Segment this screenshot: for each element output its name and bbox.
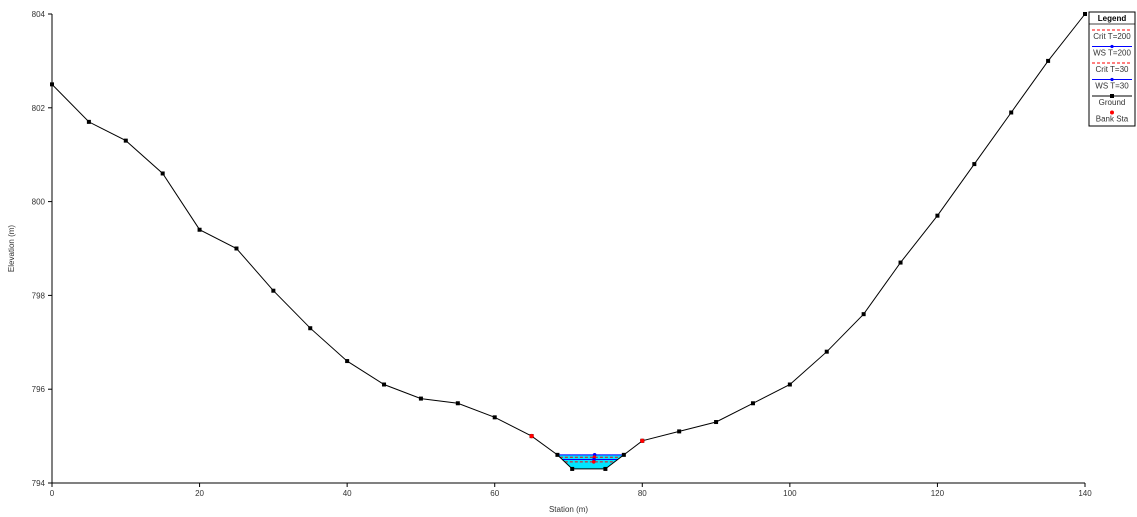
x-tick-label: 40: [343, 489, 352, 498]
legend-swatch-marker: [1110, 44, 1114, 49]
ground-point: [86, 119, 91, 124]
y-tick-label: 798: [32, 291, 46, 300]
ground-point: [492, 415, 497, 420]
ground-point: [824, 349, 829, 354]
ground-line: [51, 13, 1086, 470]
x-tick-label: 0: [50, 489, 55, 498]
ground-point: [197, 227, 202, 232]
ground-point: [555, 452, 560, 457]
ground-point: [1046, 58, 1051, 63]
legend-entry-label: Crit T=30: [1096, 65, 1130, 74]
x-tick-label: 20: [195, 489, 204, 498]
legend-box: [1088, 11, 1136, 127]
bank-station-point: [640, 438, 645, 443]
legend-entry-label: WS T=30: [1095, 82, 1129, 91]
legend-entry-label: Crit T=200: [1093, 32, 1131, 41]
ground-point: [455, 401, 460, 406]
ground-point: [234, 246, 239, 251]
ground-point: [750, 401, 755, 406]
ground-point: [1009, 110, 1014, 115]
ground-point: [50, 82, 54, 87]
x-tick-label: 100: [783, 489, 797, 498]
x-tick-label: 60: [490, 489, 499, 498]
y-tick-label: 804: [32, 10, 46, 19]
bank-station-point: [529, 433, 534, 439]
ground-point: [898, 260, 903, 265]
legend-swatch-marker: [1110, 77, 1114, 82]
axes: 0 20 40 60 80 100 120 140 794 796 798 800 802 804: [32, 10, 1093, 498]
legend: Legend Crit T=200 WS T=200 Crit T=30 WS T=30…: [1088, 11, 1136, 127]
ground-point: [621, 452, 626, 457]
y-tick-label: 794: [32, 479, 46, 488]
legend-entry-label: Bank Sta: [1096, 115, 1129, 124]
ground-point: [418, 396, 423, 401]
x-tick-label: 120: [931, 489, 945, 498]
legend-entry-label: Ground: [1099, 98, 1126, 107]
ground-point: [382, 382, 387, 387]
ground-point: [271, 288, 276, 293]
bank-stations: [529, 433, 645, 443]
ground-profile: [50, 12, 1087, 471]
water-surface-marker: [591, 460, 596, 464]
y-tick-label: 796: [32, 385, 46, 394]
legend-entry-label: WS T=200: [1093, 49, 1131, 58]
ground-point: [787, 382, 792, 387]
ground-point: [123, 138, 128, 143]
ground-point: [714, 420, 719, 425]
y-tick-label: 802: [32, 104, 46, 113]
legend-title: Legend: [1098, 14, 1127, 23]
legend-swatch-marker: [1110, 94, 1114, 98]
ground-point: [861, 312, 866, 317]
y-axis-title: Elevation (m): [7, 225, 16, 272]
ground-point: [935, 213, 940, 218]
ground-point: [308, 326, 313, 331]
x-tick-label: 140: [1078, 489, 1092, 498]
x-tick-label: 80: [638, 489, 647, 498]
ground-point: [972, 162, 977, 167]
water-layer: [557, 453, 624, 469]
ground-point: [1083, 12, 1087, 16]
x-axis-title: Station (m): [549, 505, 588, 514]
ground-point: [603, 466, 608, 471]
legend-swatch-marker: [1110, 110, 1114, 115]
ground-point: [345, 359, 350, 364]
ground-point: [160, 171, 165, 176]
ground-point: [677, 429, 682, 434]
ground-point: [570, 466, 575, 471]
y-tick-label: 800: [32, 198, 46, 207]
